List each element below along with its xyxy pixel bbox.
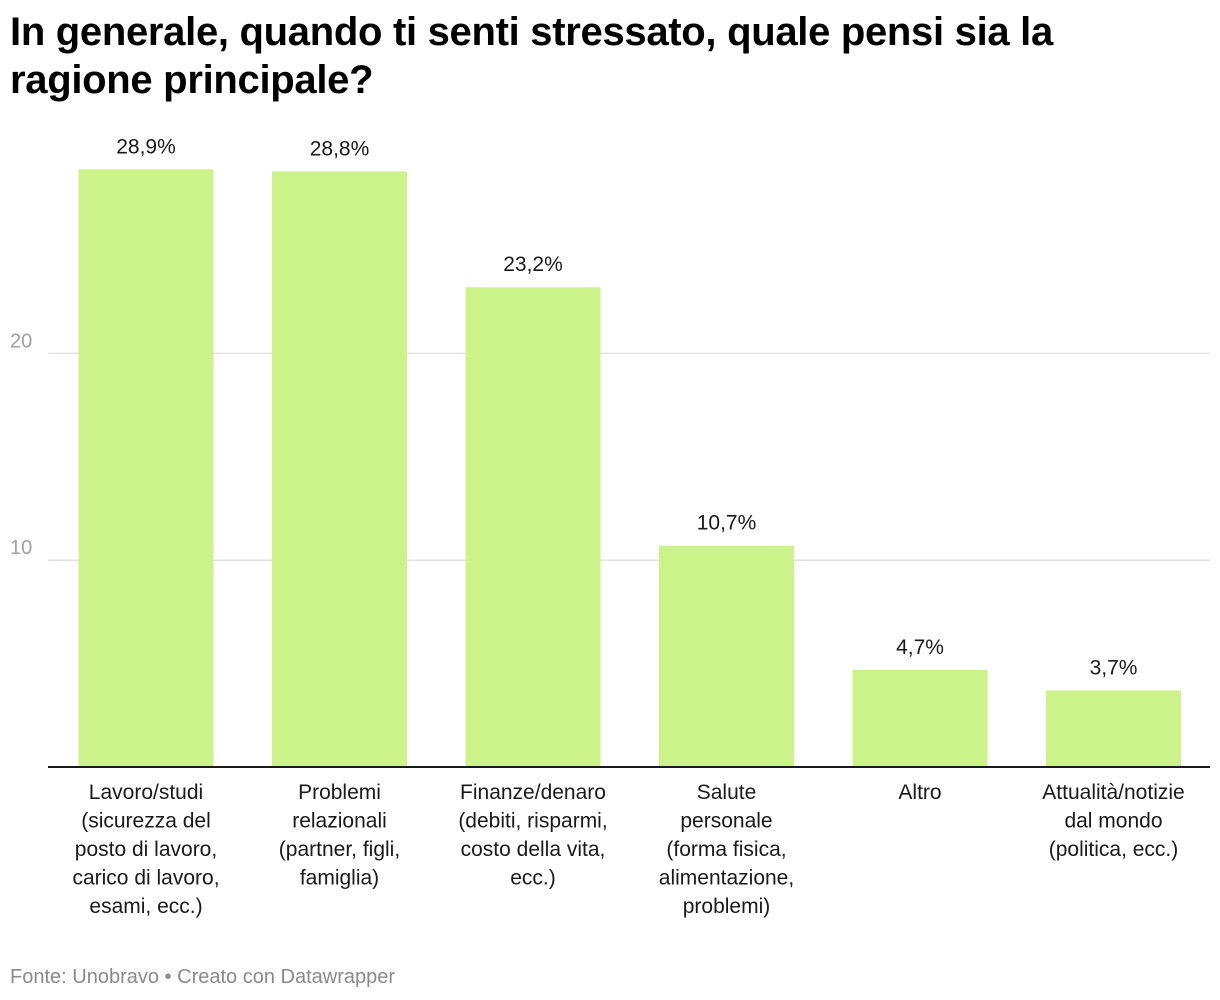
x-tick-label-line: famiglia) bbox=[300, 867, 379, 890]
x-tick-label-line: alimentazione, bbox=[659, 867, 794, 890]
x-tick-label-line: Finanze/denaro bbox=[460, 781, 606, 804]
data-label: 28,8% bbox=[310, 137, 370, 160]
chart-title: In generale, quando ti senti stressato, … bbox=[10, 10, 1053, 102]
x-tick-label-line: problemi) bbox=[683, 895, 771, 918]
x-tick-label-line: (politica, ecc.) bbox=[1049, 838, 1179, 861]
x-tick-label-line: costo della vita, bbox=[461, 838, 606, 861]
bar bbox=[1046, 690, 1181, 767]
datawrapper-credit: Creato con Datawrapper bbox=[177, 966, 396, 988]
y-tick-label: 10 bbox=[10, 537, 32, 559]
data-label: 23,2% bbox=[503, 253, 563, 276]
source-text: Fonte: Unobravo bbox=[10, 966, 159, 988]
bar bbox=[78, 169, 214, 767]
x-tick-label-line: dal mondo bbox=[1064, 810, 1162, 833]
footer-separator: • bbox=[164, 966, 172, 988]
x-tick-label-line: (debiti, risparmi, bbox=[458, 810, 607, 833]
y-tick-label: 20 bbox=[10, 330, 32, 352]
x-tick-label-line: Altro bbox=[898, 781, 941, 804]
data-label: 10,7% bbox=[697, 512, 757, 535]
x-tick-label-line: Problemi bbox=[298, 781, 381, 804]
x-tick-label: Altro bbox=[898, 781, 941, 804]
x-tick-label-line: esami, ecc.) bbox=[89, 895, 202, 918]
x-tick-label-line: carico di lavoro, bbox=[72, 867, 219, 890]
x-tick-label-line: posto di lavoro, bbox=[75, 838, 217, 861]
x-tick-label: Attualità/notizie dal mondo (politica, ecc… bbox=[1042, 781, 1184, 861]
x-tick-label: Salute personale (forma fisica, alimentazio… bbox=[659, 781, 794, 918]
bar bbox=[852, 669, 988, 767]
x-tick-label: Problemi relazionali (partner, figli, famig… bbox=[279, 781, 400, 890]
x-tick-label-line: relazionali bbox=[292, 810, 387, 833]
x-tick-label-line: Salute bbox=[697, 781, 757, 804]
chart-footer: Fonte: Unobravo • Creato con Datawrapper bbox=[10, 964, 395, 990]
x-tick-label: Finanze/denaro (debiti, risparmi, costo de… bbox=[458, 781, 607, 890]
x-tick-label-line: Attualità/notizie bbox=[1042, 781, 1184, 804]
x-tick-label: Lavoro/studi (sicurezza del posto di lavor… bbox=[72, 781, 219, 918]
bar bbox=[465, 287, 601, 767]
x-tick-label-line: ecc.) bbox=[510, 867, 556, 890]
bar bbox=[272, 171, 407, 767]
data-label: 4,7% bbox=[896, 636, 944, 659]
x-tick-label-line: (partner, figli, bbox=[279, 838, 400, 861]
x-tick-label-line: (forma fisica, bbox=[666, 838, 786, 861]
x-tick-label-line: Lavoro/studi bbox=[89, 781, 203, 804]
x-tick-label-line: personale bbox=[680, 810, 772, 833]
data-label: 28,9% bbox=[116, 135, 176, 158]
bar bbox=[659, 545, 794, 767]
x-tick-label-line: (sicurezza del bbox=[81, 810, 211, 833]
data-label: 3,7% bbox=[1090, 656, 1138, 679]
